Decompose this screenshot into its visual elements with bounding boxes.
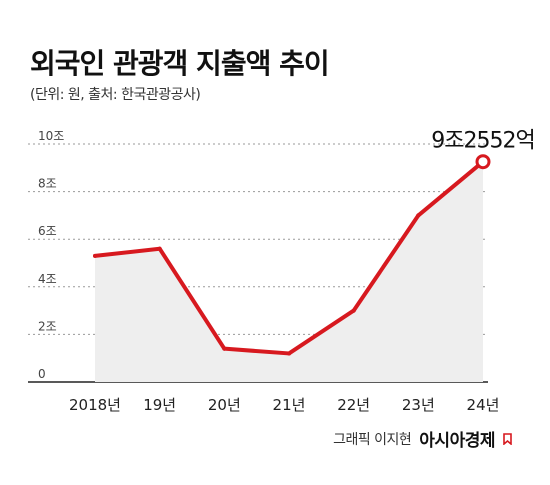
y-tick-label: 6조 [38, 224, 57, 238]
x-tick-label: 24년 [467, 396, 500, 414]
annotation-label: 9조2552억 [431, 129, 534, 154]
x-tick-label: 21년 [273, 396, 306, 414]
series-point [93, 253, 97, 258]
series-line-segment [93, 246, 162, 258]
series-point [287, 351, 291, 356]
x-tick-label: 23년 [402, 396, 435, 414]
series-line-segment [157, 246, 227, 351]
chart-subtitle: (단위: 원, 출처: 한국관광공사) [30, 87, 201, 103]
series-line-segment [351, 213, 421, 313]
y-tick-label: 10조 [38, 129, 64, 143]
x-tick-label: 20년 [208, 396, 241, 414]
series-line-segment [416, 159, 485, 218]
x-tick-label: 22년 [337, 396, 370, 414]
series-line-segment [222, 346, 291, 356]
series-point [351, 308, 356, 313]
brand-logo-text: 아시아경제 [419, 431, 495, 451]
y-tick-label: 8조 [38, 177, 57, 191]
y-tick-label: 0 [38, 367, 46, 381]
y-tick-label: 2조 [38, 319, 57, 333]
area-fill-group [95, 161, 483, 382]
series-point [416, 213, 421, 218]
series-line-group [93, 159, 485, 356]
area-fill [95, 161, 483, 382]
x-tick-label: 2018년 [69, 396, 121, 414]
credit-text: 그래픽 이지현 [333, 431, 412, 448]
series-point [222, 346, 227, 351]
annotation-group: 9조2552억 [431, 129, 536, 170]
series-line-segment [287, 308, 356, 356]
brand-mark-icon [503, 432, 512, 445]
annotation-point-marker [475, 154, 491, 170]
credit-block: 그래픽 이지현 아시아경제 [333, 426, 512, 451]
x-tick-labels: 2018년 19년 20년 21년 22년 23년 24년 [69, 396, 499, 414]
y-tick-labels: 0 2조 4조 6조 8조 10조 [38, 129, 64, 381]
y-tick-label: 4조 [38, 272, 57, 286]
series-point [157, 246, 162, 251]
x-tick-label: 19년 [143, 396, 176, 414]
chart-title: 외국인 관광객 지출액 추이 [30, 47, 330, 80]
